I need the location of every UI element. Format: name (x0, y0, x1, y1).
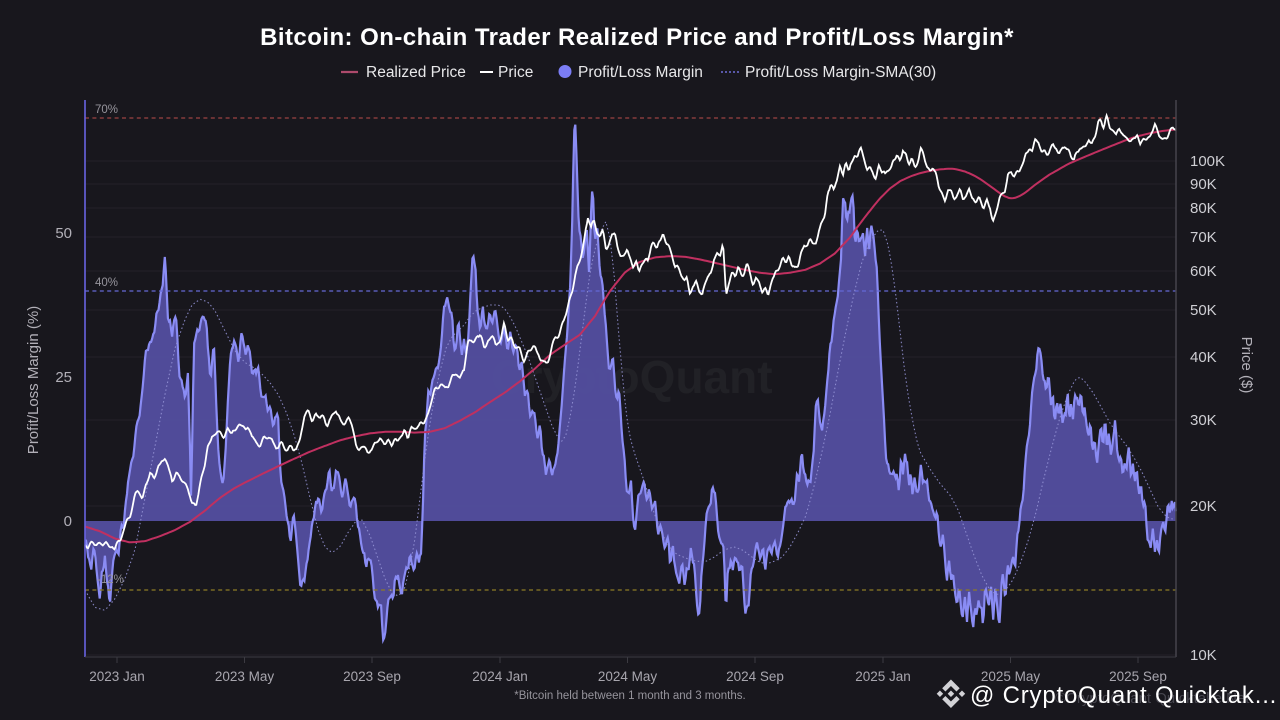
svg-text:70K: 70K (1190, 229, 1217, 246)
svg-text:0: 0 (64, 513, 72, 530)
svg-text:@ CryptoQuant Quicktak...: @ CryptoQuant Quicktak... (970, 682, 1277, 709)
svg-text:40%: 40% (95, 277, 118, 289)
svg-text:2024 Jan: 2024 Jan (472, 669, 528, 684)
svg-text:2025 Sep: 2025 Sep (1109, 669, 1167, 684)
svg-text:10K: 10K (1190, 647, 1217, 664)
svg-text:50K: 50K (1190, 302, 1217, 319)
svg-text:2023 Sep: 2023 Sep (343, 669, 401, 684)
svg-text:Profit/Loss Margin (%): Profit/Loss Margin (%) (25, 306, 42, 454)
svg-text:25: 25 (55, 369, 72, 386)
svg-text:2023 Jan: 2023 Jan (89, 669, 145, 684)
svg-text:*Bitcoin held between 1 month: *Bitcoin held between 1 month and 3 mont… (514, 690, 745, 702)
svg-text:40K: 40K (1190, 349, 1217, 366)
svg-text:2024 Sep: 2024 Sep (726, 669, 784, 684)
svg-text:100K: 100K (1190, 153, 1225, 170)
svg-text:2024 May: 2024 May (598, 669, 658, 684)
svg-text:60K: 60K (1190, 263, 1217, 280)
svg-text:20K: 20K (1190, 498, 1217, 515)
svg-text:2025 May: 2025 May (981, 669, 1041, 684)
svg-text:Profit/Loss Margin-SMA(30): Profit/Loss Margin-SMA(30) (745, 64, 936, 81)
svg-text:Price: Price (498, 64, 533, 81)
svg-text:©CryptoQuant Quicktake Net: ©CryptoQuant Quicktake Net (1055, 690, 1250, 707)
svg-text:Price ($): Price ($) (1238, 337, 1255, 394)
svg-text:-12%: -12% (97, 574, 124, 586)
svg-text:50: 50 (55, 225, 72, 242)
svg-text:90K: 90K (1190, 176, 1217, 193)
svg-text:80K: 80K (1190, 200, 1217, 217)
svg-text:Profit/Loss Margin: Profit/Loss Margin (578, 64, 703, 81)
svg-text:2023 May: 2023 May (215, 669, 275, 684)
svg-text:30K: 30K (1190, 412, 1217, 429)
svg-text:70%: 70% (95, 104, 118, 116)
svg-text:2025 Jan: 2025 Jan (855, 669, 911, 684)
svg-text:Realized Price: Realized Price (366, 64, 466, 81)
svg-text:Bitcoin: On-chain Trader Reali: Bitcoin: On-chain Trader Realized Price … (260, 24, 1014, 51)
svg-text:CryptoQuant: CryptoQuant (491, 351, 772, 403)
